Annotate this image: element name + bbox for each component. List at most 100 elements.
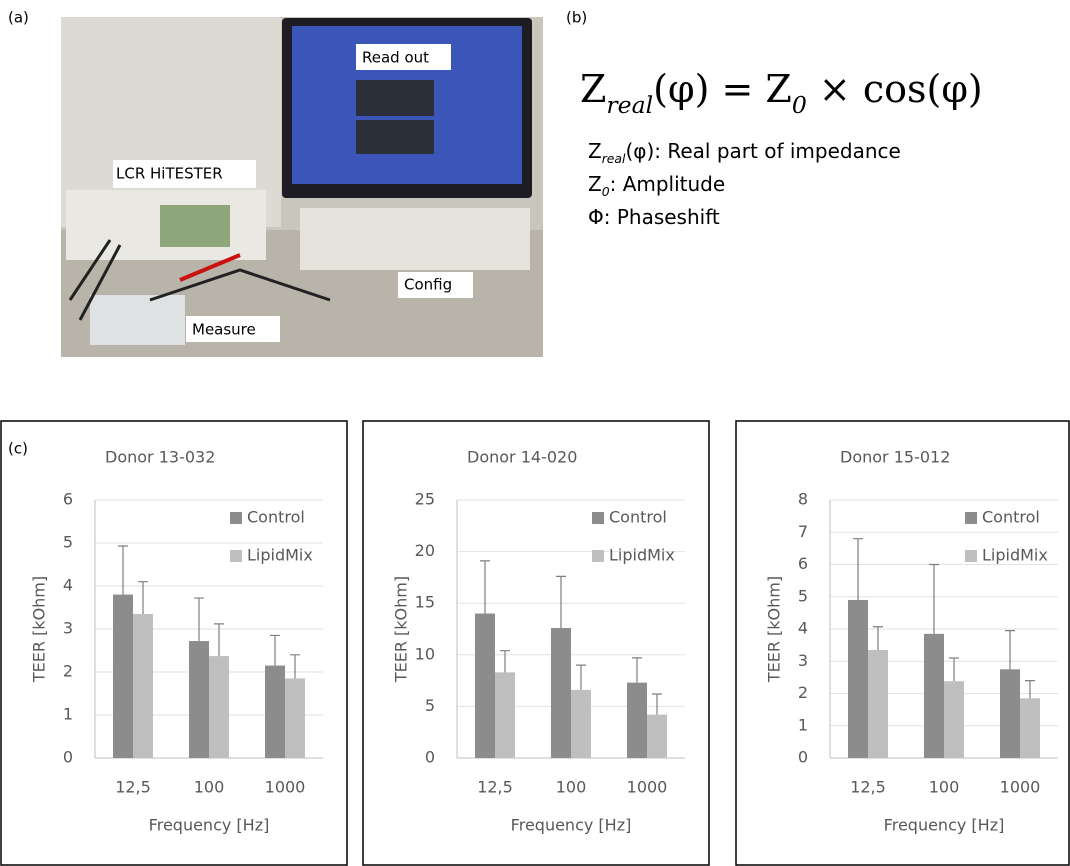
error-bar (576, 664, 586, 690)
bar (1020, 698, 1040, 758)
legend-label: LipidMix (609, 546, 675, 565)
y-tick-label: 7 (798, 522, 808, 541)
formula-text: × cos(φ) (807, 67, 983, 111)
panel-border (0, 420, 348, 866)
callout-box (113, 160, 256, 188)
legend-label: LipidMix (982, 546, 1048, 565)
x-axis-label: Frequency [Hz] (884, 816, 1005, 835)
error-bar (556, 575, 566, 628)
well-plate (90, 295, 185, 345)
error-bar (652, 693, 662, 715)
panel-border (735, 420, 1070, 866)
y-tick-label: 25 (415, 490, 435, 509)
x-tick-label: 100 (929, 778, 960, 797)
legend-swatch (230, 550, 242, 562)
screen-plot (356, 80, 434, 116)
x-axis-label: Frequency [Hz] (511, 816, 632, 835)
y-axis-label: TEER [kOhm] (392, 576, 411, 683)
screen-plot (356, 120, 434, 154)
subscript: 0 (602, 184, 610, 199)
y-tick-label: 1 (798, 715, 808, 734)
formula-text: Φ: Phaseshift (588, 205, 720, 229)
y-axis-label: TEER [kOhm] (30, 576, 49, 683)
y-tick-label: 20 (415, 541, 435, 560)
bar (924, 633, 944, 758)
error-bar (929, 563, 939, 634)
y-tick-label: 2 (798, 683, 808, 702)
error-bar (194, 597, 204, 642)
bar (265, 665, 285, 758)
panel-border (362, 420, 710, 866)
bar (495, 672, 515, 758)
y-tick-label: 0 (425, 748, 435, 767)
legend-label: Control (982, 508, 1040, 527)
formula-text: (φ): Real part of impedance (625, 139, 900, 163)
legend-swatch (965, 512, 977, 524)
keyboard (300, 208, 530, 270)
bar (868, 649, 888, 758)
x-tick-label: 12,5 (850, 778, 886, 797)
error-bar (853, 538, 863, 600)
chart-title: Donor 14-020 (467, 448, 577, 467)
chart-panel: Donor 13-032 0 1 2 3 4 5 6 TEER [kOhm] Frequency … (0, 420, 348, 866)
legend-label: Control (247, 508, 305, 527)
callout-box (356, 44, 451, 70)
y-tick-label: 3 (798, 651, 808, 670)
x-tick-label: 12,5 (477, 778, 513, 797)
chart-title: Donor 13-032 (105, 448, 215, 467)
chart-title: Donor 15-012 (840, 448, 950, 467)
error-bar (138, 581, 148, 614)
y-tick-label: 4 (798, 619, 808, 638)
y-tick-label: 1 (63, 705, 73, 724)
bar (848, 599, 868, 758)
chart-panel: Donor 15-012 0 1 2 3 4 5 6 7 8 TEER [kOhm] Frequenc… (735, 420, 1070, 866)
definition: Zreal(φ): Real part of impedance (588, 139, 901, 167)
formula-text: : Amplitude (610, 172, 726, 196)
bar (189, 641, 209, 758)
error-bar (480, 560, 490, 614)
callout: Config (404, 276, 452, 294)
y-tick-label: 2 (63, 662, 73, 681)
definition: Z0: Amplitude (588, 172, 725, 200)
formula-text: Z (580, 67, 606, 111)
y-tick-label: 3 (63, 619, 73, 638)
error-bar (1025, 680, 1035, 699)
y-tick-label: 6 (798, 554, 808, 573)
subscript: 0 (792, 91, 807, 119)
error-bar (118, 545, 128, 595)
y-tick-label: 10 (415, 644, 435, 663)
chart-panel: Donor 14-020 0 5 10 15 20 25 TEER [kOhm] Frequen… (362, 420, 710, 866)
legend-swatch (592, 512, 604, 524)
y-tick-label: 15 (415, 593, 435, 612)
bar (571, 689, 591, 758)
bar (944, 681, 964, 758)
callout-box (398, 272, 473, 298)
y-tick-label: 0 (798, 748, 808, 767)
error-bar (500, 650, 510, 673)
bar (133, 613, 153, 758)
panel-label: (b) (566, 9, 587, 27)
panel-label: (c) (8, 440, 28, 458)
y-tick-label: 4 (63, 576, 73, 595)
error-bar (949, 657, 959, 682)
cables (68, 239, 331, 321)
bar (551, 627, 571, 758)
bar (113, 594, 133, 758)
callout: LCR HiTESTER (116, 165, 223, 183)
y-tick-label: 0 (63, 748, 73, 767)
legend-label: LipidMix (247, 546, 313, 565)
error-bar (632, 657, 642, 683)
y-tick-label: 6 (63, 490, 73, 509)
formula-text: Z (588, 139, 602, 163)
bar (475, 613, 495, 758)
bar (285, 678, 305, 758)
definition: Φ: Phaseshift (588, 205, 720, 229)
panel-label: (a) (8, 9, 29, 27)
charts: Donor 13-032 0 1 2 3 4 5 6 TEER [kOhm] Frequency … (0, 420, 1070, 866)
error-bar (290, 654, 300, 679)
error-bar (1005, 630, 1015, 670)
bar (647, 714, 667, 758)
x-tick-label: 12,5 (115, 778, 151, 797)
error-bar (873, 626, 883, 650)
